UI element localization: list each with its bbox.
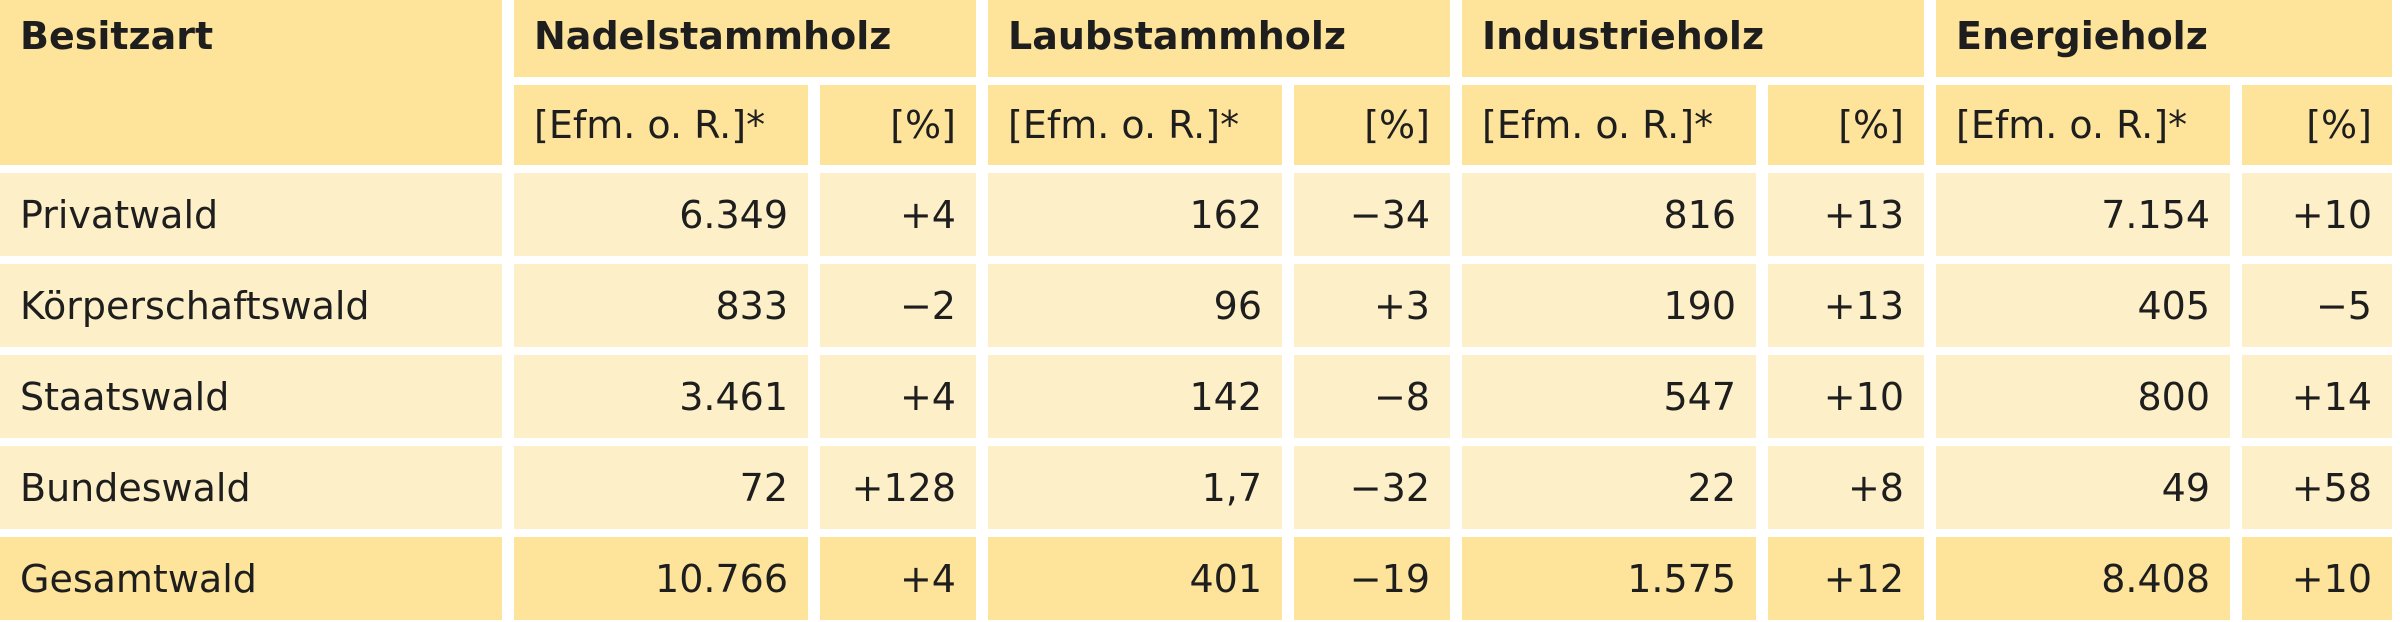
unit-header: [Efm. o. R.]* [1936, 85, 2230, 165]
value-cell: 401 [988, 537, 1282, 620]
group-header: Laubstammholz [988, 0, 1450, 77]
value-cell: 405 [1936, 264, 2230, 347]
unit-header: [Efm. o. R.]* [988, 85, 1282, 165]
value-cell: 6.349 [514, 173, 808, 256]
value-cell: +3 [1294, 264, 1450, 347]
value-cell: +10 [2242, 537, 2392, 620]
row-header: Besitzart [0, 0, 502, 165]
row-label: Bundeswald [0, 446, 502, 529]
value-cell: 833 [514, 264, 808, 347]
row-label: Gesamtwald [0, 537, 502, 620]
value-cell: 8.408 [1936, 537, 2230, 620]
value-cell: +8 [1768, 446, 1924, 529]
value-cell: 10.766 [514, 537, 808, 620]
value-cell: 162 [988, 173, 1282, 256]
row-label: Körperschaftswald [0, 264, 502, 347]
row-label: Privatwald [0, 173, 502, 256]
value-cell: +58 [2242, 446, 2392, 529]
value-cell: 49 [1936, 446, 2230, 529]
value-cell: +13 [1768, 264, 1924, 347]
value-cell: 72 [514, 446, 808, 529]
value-cell: 190 [1462, 264, 1756, 347]
unit-header: [Efm. o. R.]* [514, 85, 808, 165]
value-cell: −19 [1294, 537, 1450, 620]
value-cell: −2 [820, 264, 976, 347]
value-cell: 3.461 [514, 355, 808, 438]
value-cell: −5 [2242, 264, 2392, 347]
value-cell: 142 [988, 355, 1282, 438]
value-cell: −8 [1294, 355, 1450, 438]
value-cell: −32 [1294, 446, 1450, 529]
value-cell: +12 [1768, 537, 1924, 620]
group-header: Energieholz [1936, 0, 2392, 77]
value-cell: 800 [1936, 355, 2230, 438]
value-cell: 1.575 [1462, 537, 1756, 620]
value-cell: +14 [2242, 355, 2392, 438]
value-cell: +4 [820, 355, 976, 438]
group-header: Nadelstammholz [514, 0, 976, 77]
value-cell: 96 [988, 264, 1282, 347]
value-cell: +10 [2242, 173, 2392, 256]
value-cell: 1,7 [988, 446, 1282, 529]
row-label: Staatswald [0, 355, 502, 438]
value-cell: +4 [820, 173, 976, 256]
value-cell: +128 [820, 446, 976, 529]
unit-header: [Efm. o. R.]* [1462, 85, 1756, 165]
value-cell: 22 [1462, 446, 1756, 529]
value-cell: 816 [1462, 173, 1756, 256]
unit-header: [%] [1768, 85, 1924, 165]
group-header: Industrieholz [1462, 0, 1924, 77]
value-cell: +4 [820, 537, 976, 620]
unit-header: [%] [2242, 85, 2392, 165]
value-cell: −34 [1294, 173, 1450, 256]
value-cell: 547 [1462, 355, 1756, 438]
unit-header: [%] [820, 85, 976, 165]
value-cell: +10 [1768, 355, 1924, 438]
value-cell: 7.154 [1936, 173, 2230, 256]
value-cell: +13 [1768, 173, 1924, 256]
unit-header: [%] [1294, 85, 1450, 165]
